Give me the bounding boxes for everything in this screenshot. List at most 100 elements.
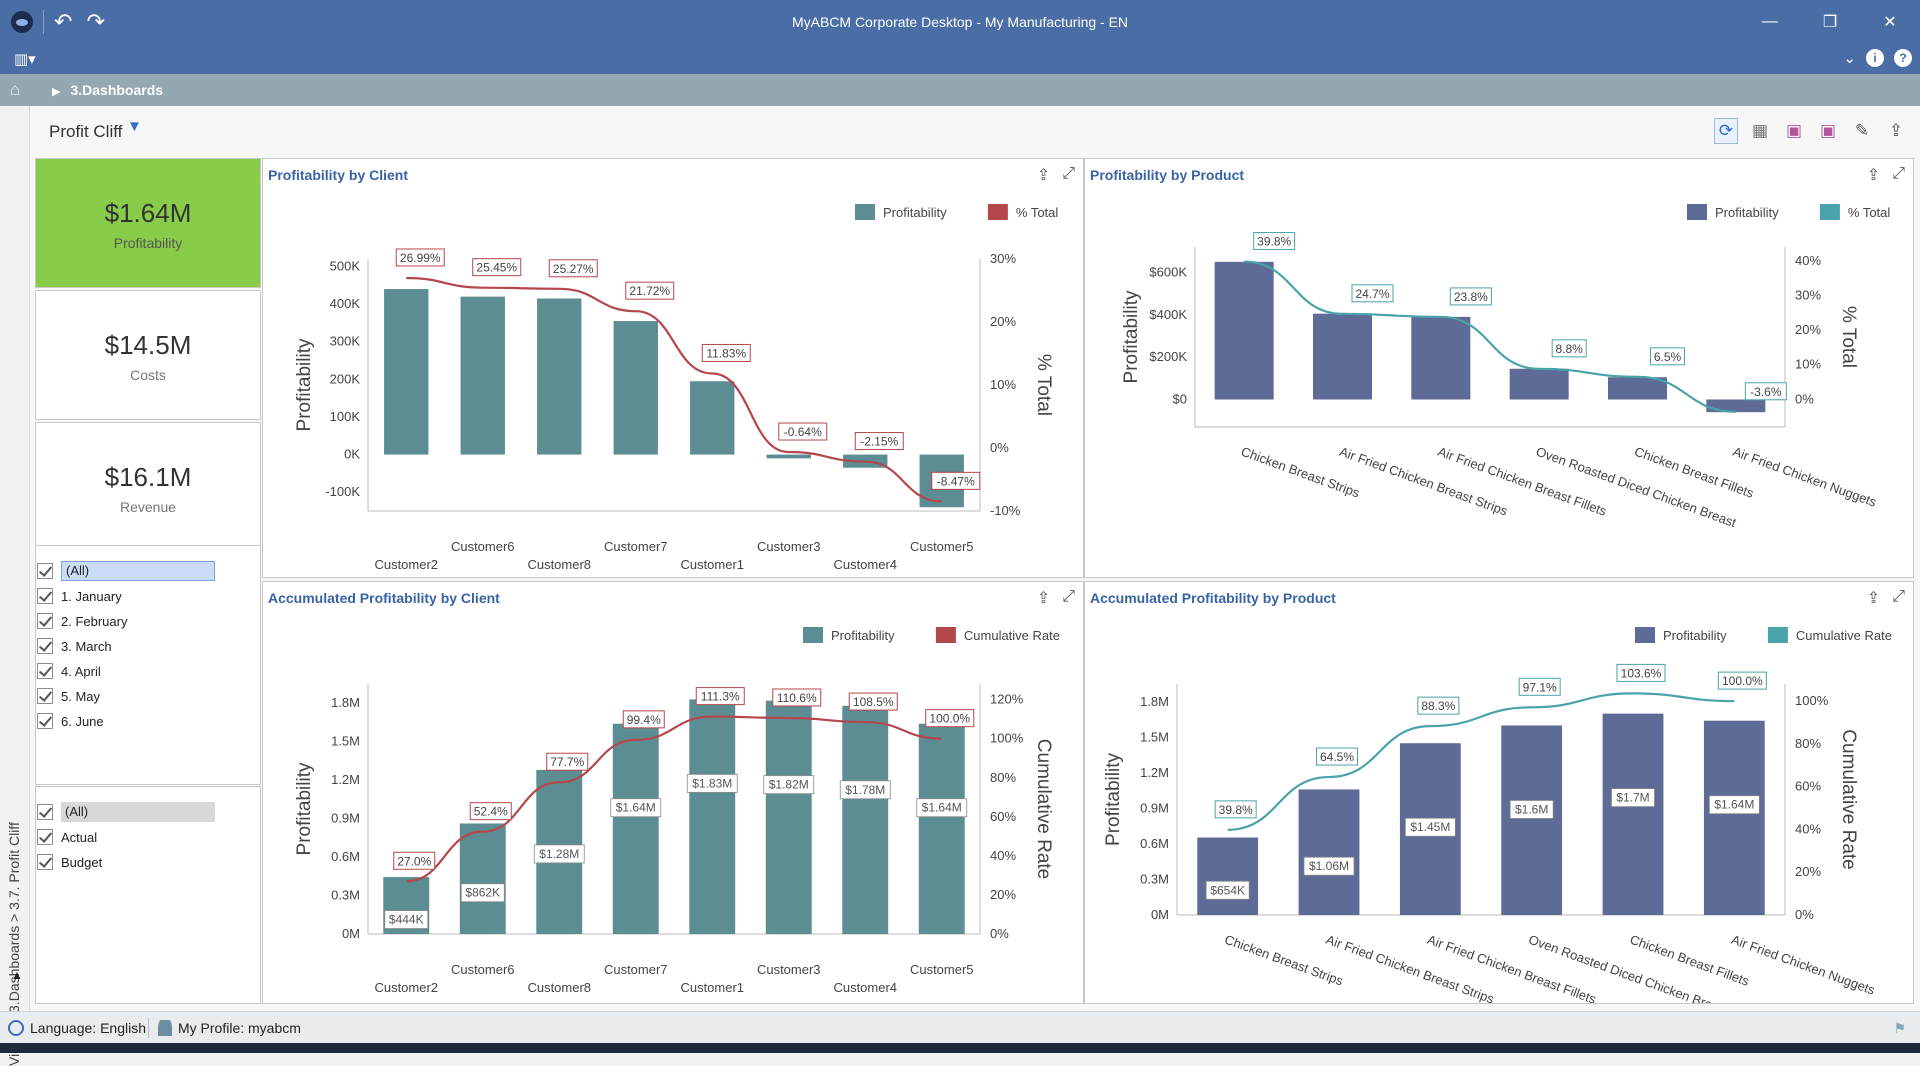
- share-icon[interactable]: ⇪: [1036, 590, 1051, 607]
- bar: [690, 381, 735, 455]
- month-filter-item[interactable]: (All): [37, 560, 215, 582]
- fullscreen-icon[interactable]: ⤢: [1892, 165, 1905, 182]
- profile-selector[interactable]: My Profile: myabcm: [158, 1020, 301, 1036]
- language-selector[interactable]: Language: English: [8, 1020, 146, 1036]
- chart-svg: 1.8M 1.5M 1.2M 0.9M 0.6M 0.3M 0M 120% 100% 80% 60%…: [294, 627, 1060, 995]
- edit-icon[interactable]: ✎: [1854, 121, 1870, 140]
- scenario-filter-item[interactable]: Actual: [37, 826, 97, 848]
- point-label-text: 27.0%: [397, 854, 431, 868]
- kpi-value: $16.1M: [104, 462, 192, 492]
- point-label-text: 110.6%: [777, 691, 817, 705]
- checkbox[interactable]: [37, 854, 53, 870]
- close-button[interactable]: ✕: [1883, 14, 1897, 31]
- legend-label: Cumulative Rate: [964, 628, 1060, 643]
- y-axis-title: Profitability: [1121, 290, 1142, 383]
- grid-icon[interactable]: ▦: [1751, 121, 1769, 140]
- month-filter-item[interactable]: 4. April: [37, 660, 101, 682]
- checkbox[interactable]: [37, 588, 53, 604]
- point-label-text: 77.7%: [550, 755, 584, 769]
- month-filter-item[interactable]: 2. February: [37, 610, 127, 632]
- point-label-box: [548, 259, 598, 278]
- refresh-icon[interactable]: ⟳: [1714, 118, 1738, 144]
- app-logo-icon: [11, 11, 33, 33]
- line-point-label: 99.4%: [622, 710, 665, 729]
- user-icon: [158, 1020, 172, 1036]
- filter-icon[interactable]: ▼: [127, 118, 142, 135]
- breadcrumb-item[interactable]: ▶ 3.Dashboards: [52, 82, 163, 98]
- restore-button[interactable]: ❐: [1822, 14, 1838, 31]
- line-point-label: 100.0%: [925, 709, 975, 728]
- bar-label-box: [533, 844, 585, 864]
- share-icon[interactable]: ⇪: [1866, 590, 1881, 607]
- scenario-filter-label: Actual: [61, 829, 98, 845]
- bar-label-text: $1.83M: [692, 776, 732, 790]
- fullscreen-icon[interactable]: ⤢: [1062, 588, 1075, 605]
- bar: [459, 823, 506, 934]
- help-icon[interactable]: ?: [1894, 49, 1912, 67]
- line-point-label: 39.8%: [1253, 232, 1296, 251]
- panel-toggle-icon[interactable]: ▥▾: [14, 51, 36, 68]
- scenario-filter-item[interactable]: Budget: [37, 851, 102, 873]
- panel-title: Profitability by Product: [1090, 167, 1245, 183]
- chevron-down-icon[interactable]: ⌄: [1843, 50, 1856, 67]
- share-icon[interactable]: ⇪: [1866, 167, 1881, 184]
- fullscreen-icon[interactable]: ⤢: [1892, 588, 1905, 605]
- redo-icon[interactable]: ↷: [86, 9, 105, 34]
- checkbox[interactable]: [37, 688, 53, 704]
- legend-swatch: [1635, 627, 1655, 643]
- month-filter-item[interactable]: 5. May: [37, 685, 100, 707]
- point-label-box: [1551, 339, 1587, 358]
- y-tick-label: 1.8M: [1140, 694, 1169, 709]
- point-label-box: [625, 281, 675, 300]
- save-as-icon[interactable]: ▣: [1819, 121, 1837, 140]
- month-filter-item[interactable]: 1. January: [37, 585, 122, 607]
- share-icon[interactable]: ⇪: [1036, 167, 1051, 184]
- bar-value-label: $862K: [460, 883, 505, 903]
- y-tick-label: 0K: [344, 447, 360, 462]
- home-icon[interactable]: ⌂: [10, 80, 21, 99]
- bar-label-box: [460, 883, 505, 903]
- x-tick-label: Air Fried Chicken Nuggets: [1731, 444, 1879, 510]
- checkbox[interactable]: [37, 829, 53, 845]
- bar: [613, 321, 658, 455]
- checkbox[interactable]: [37, 613, 53, 629]
- month-filter-item[interactable]: 3. March: [37, 635, 112, 657]
- point-label-text: 39.8%: [1219, 803, 1253, 817]
- x-tick-label: Air Fried Chicken Nuggets: [1729, 932, 1877, 998]
- bar-label-text: $1.28M: [539, 847, 579, 861]
- flag-icon[interactable]: ⚑: [1893, 1020, 1906, 1036]
- bar-label-text: $862K: [465, 886, 500, 900]
- checkbox[interactable]: [37, 638, 53, 654]
- y2-tick-label: 40%: [990, 848, 1016, 863]
- y2-tick-label: 0%: [1795, 907, 1814, 922]
- point-label-box: [1351, 284, 1394, 303]
- scenario-filter-item[interactable]: (All): [37, 801, 215, 823]
- title-bar: ↶ ↷ MyABCM Corporate Desktop - My Manufa…: [0, 0, 1920, 44]
- checkbox[interactable]: [37, 804, 53, 820]
- fullscreen-icon[interactable]: ⤢: [1062, 165, 1075, 182]
- export-icon[interactable]: ⇪: [1888, 121, 1904, 140]
- point-label-box: [546, 752, 589, 771]
- y-tick-label: 0.3M: [331, 888, 360, 903]
- point-label-box: [622, 710, 665, 729]
- point-label-text: 100.0%: [929, 712, 970, 726]
- collapse-up-icon[interactable]: ▲: [11, 968, 23, 982]
- y-tick-label: 0M: [1151, 907, 1169, 922]
- line-point-label: 110.6%: [772, 688, 822, 707]
- info-icon[interactable]: i: [1866, 49, 1884, 67]
- checkbox[interactable]: [37, 563, 53, 579]
- line-point-label: 26.99%: [395, 248, 445, 267]
- minimize-button[interactable]: —: [1762, 13, 1778, 30]
- month-filter-item[interactable]: 6. June: [37, 710, 104, 732]
- side-views-tab[interactable]: Views > 3.Dashboards > 3.7. Profit Cliff: [0, 106, 30, 1066]
- bar-value-label: $1.64M: [610, 798, 662, 818]
- checkbox[interactable]: [37, 713, 53, 729]
- point-label-box: [1518, 677, 1561, 696]
- checkbox[interactable]: [37, 663, 53, 679]
- bar-label-box: [1303, 856, 1355, 876]
- save-icon[interactable]: ▣: [1785, 121, 1803, 140]
- undo-icon[interactable]: ↶: [54, 9, 73, 34]
- bar-label-box: [1708, 795, 1760, 815]
- y-tick-label: 0.9M: [331, 811, 360, 826]
- line-point-label: -2.15%: [854, 432, 904, 451]
